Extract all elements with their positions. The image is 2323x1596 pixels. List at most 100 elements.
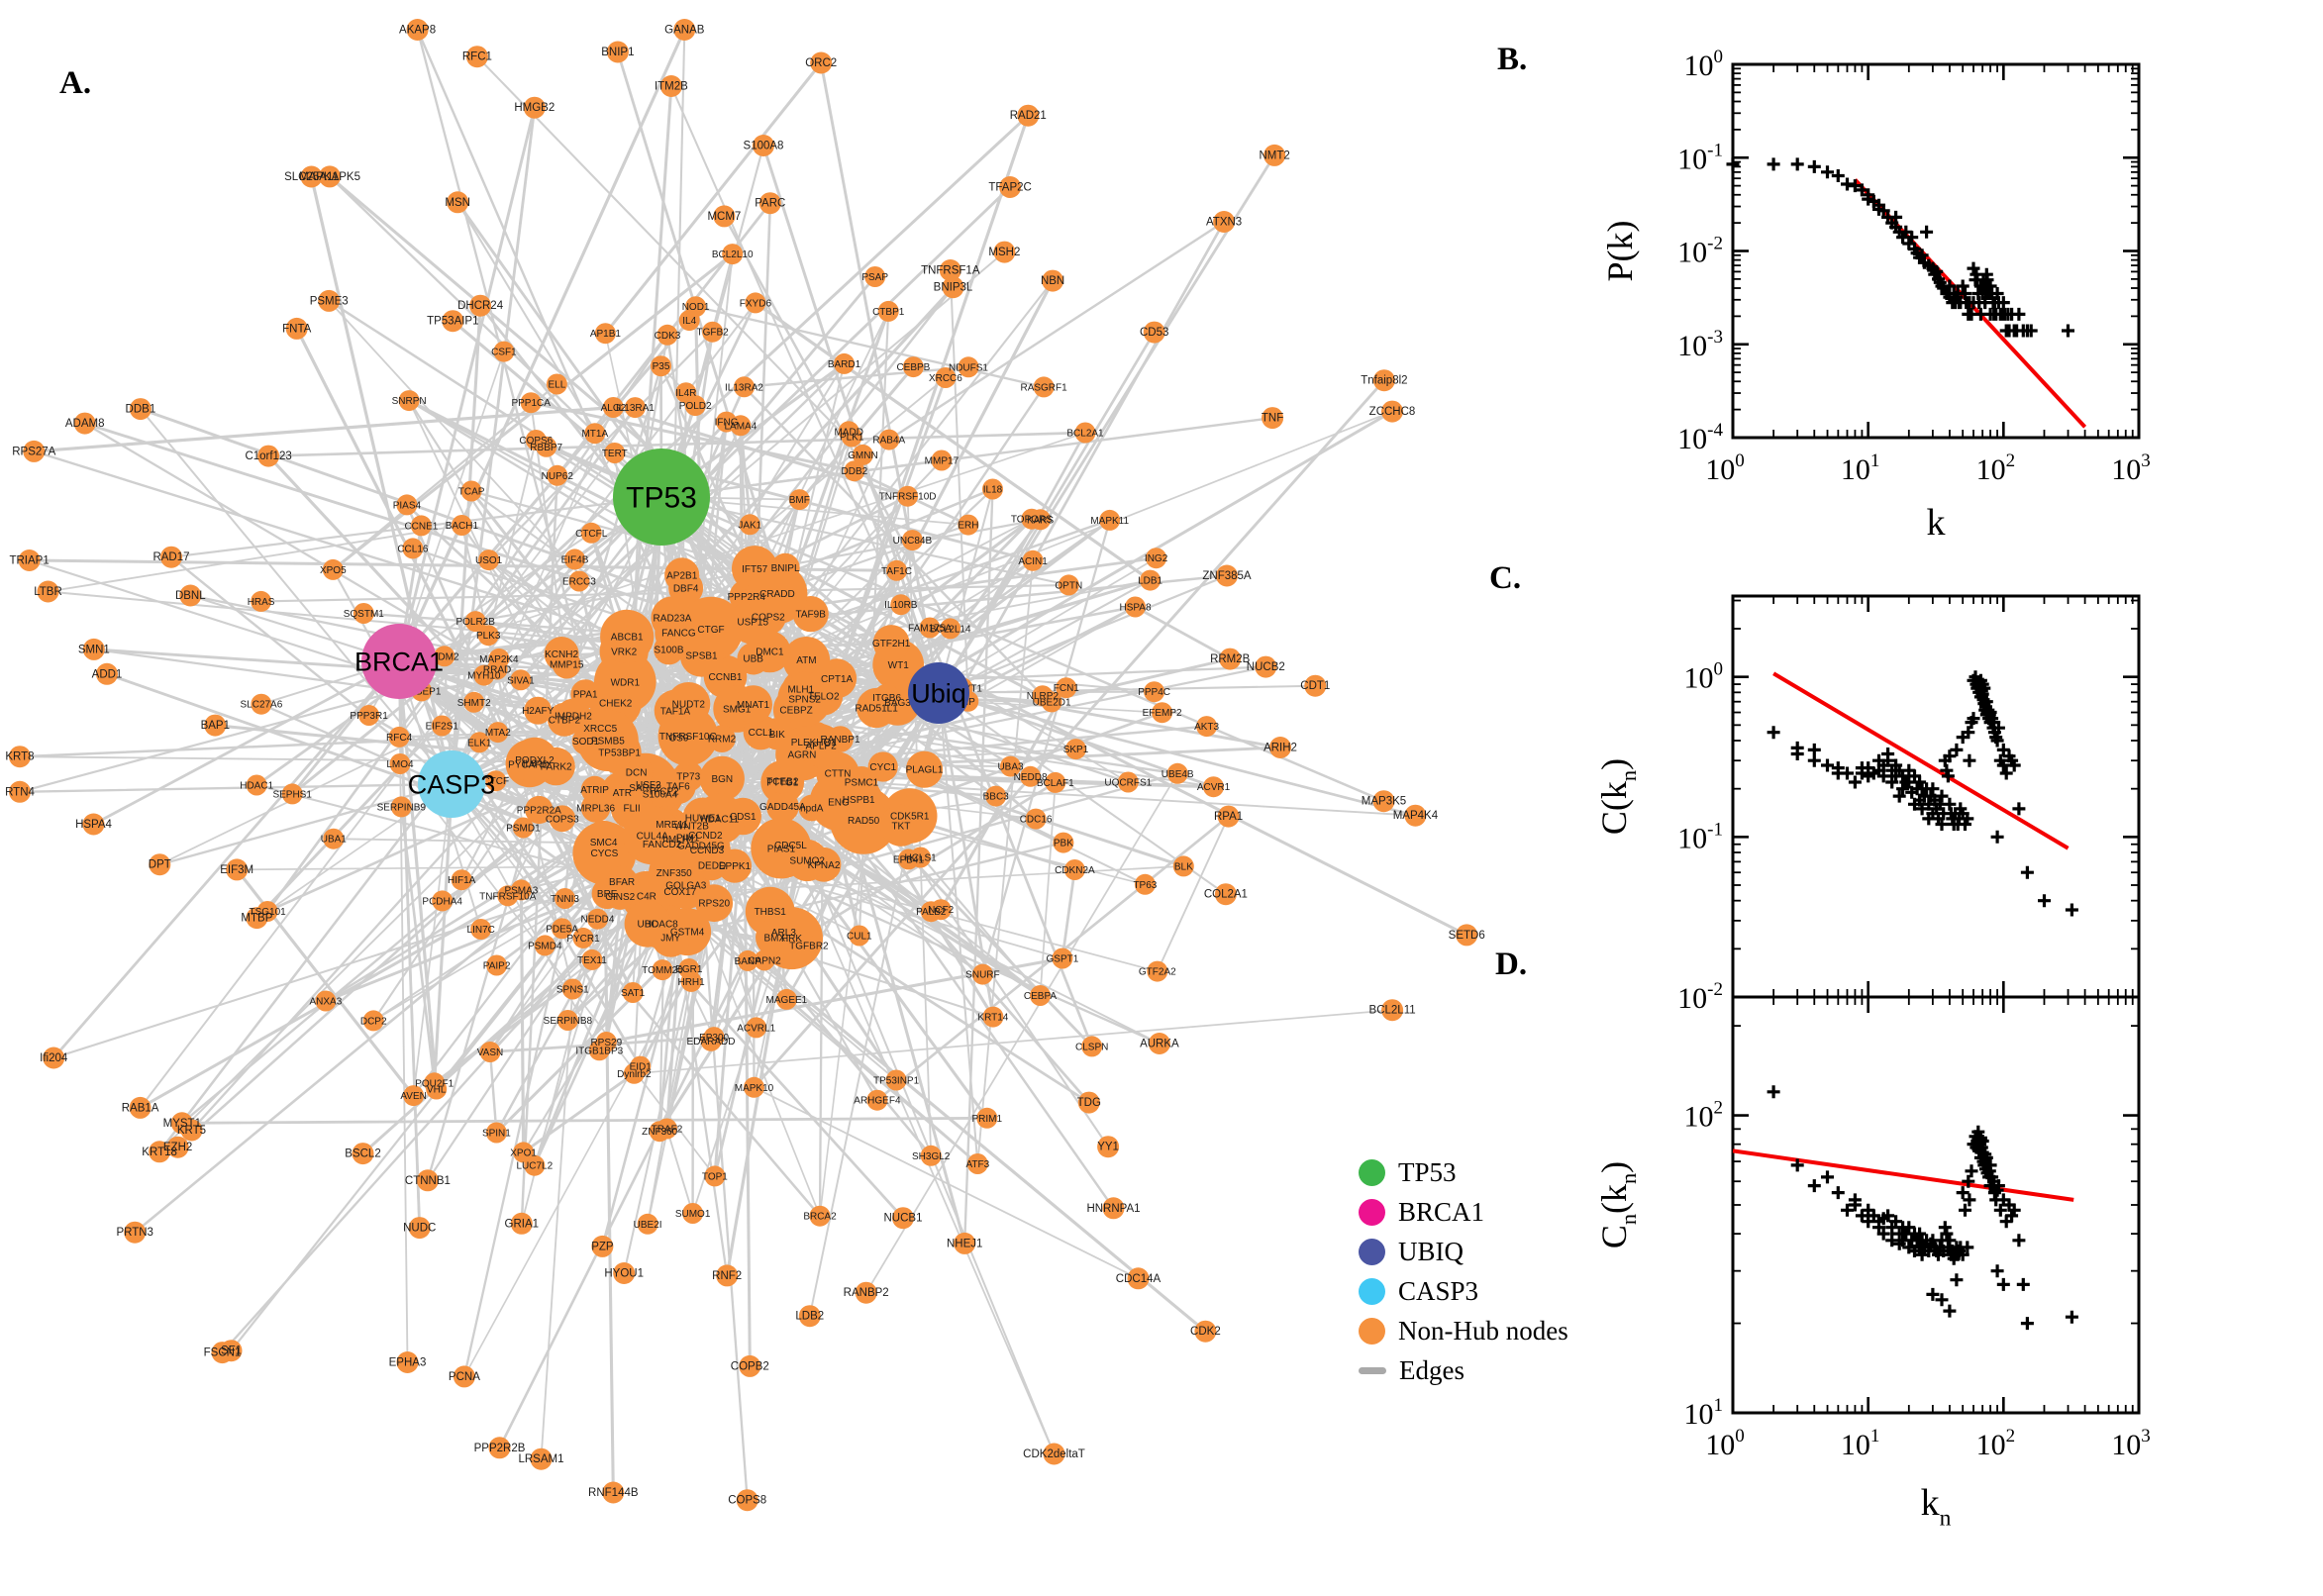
gene-label: TKT: [891, 821, 910, 832]
gene-label: PIAS4: [393, 500, 422, 511]
gene-node: [834, 352, 855, 374]
gene-node: [1213, 211, 1236, 233]
legend-dot-swatch: [1359, 1278, 1385, 1305]
gene-label: BCL2L10: [712, 249, 754, 260]
gene-label: IFT57: [742, 564, 768, 575]
gene-label: FSCN1: [204, 1347, 242, 1359]
gene-label: HSPB1: [843, 795, 875, 806]
gene-node: [971, 963, 993, 985]
gene-label: CPT1A: [821, 674, 854, 685]
gene-node: [561, 978, 583, 1000]
gene-label: GTF2H1: [872, 639, 911, 649]
gene-label: PALB2: [916, 907, 947, 918]
gene-node: [1097, 1136, 1120, 1158]
gene-node: [485, 1122, 507, 1144]
gene-label: CYCS: [591, 848, 619, 859]
edge: [976, 559, 1035, 1165]
gene-label: FCN1: [1054, 683, 1080, 694]
gene-label: TELO2: [808, 692, 840, 703]
gene-label: EIF3M: [220, 864, 253, 876]
gene-label: EPHA3: [389, 1357, 427, 1369]
gene-node: [704, 1165, 726, 1187]
gene-label: RAD21: [1010, 110, 1047, 122]
legend-item-label: Non-Hub nodes: [1398, 1316, 1568, 1346]
gene-label: S100A4: [643, 790, 678, 801]
gene-label: C1orf123: [245, 450, 291, 462]
hub-node-casp3: [418, 750, 485, 818]
gene-label: BIK: [769, 730, 785, 741]
chart-panel-C: 100 10-1 10-2 C(kn): [1594, 594, 2141, 1015]
gene-label: ATF3: [965, 1159, 989, 1170]
gene-node: [1166, 762, 1188, 784]
gene-node: [747, 563, 808, 625]
gene-label: IMPDH2: [555, 712, 592, 723]
gene-label: KPNA2: [808, 860, 841, 871]
gene-node: [993, 241, 1016, 263]
gene-node: [1216, 564, 1238, 587]
gene-label: S100A8: [744, 141, 784, 152]
edge: [789, 844, 1056, 1455]
gene-node: [124, 1221, 147, 1244]
edge: [694, 305, 1046, 389]
gene-node: [1147, 960, 1168, 982]
tick-label: 103: [2111, 1426, 2151, 1461]
edge: [451, 783, 601, 1051]
gene-label: P35: [653, 361, 670, 372]
gene-label: TCEB2: [766, 776, 799, 787]
gene-node: [736, 1489, 758, 1512]
gene-node: [552, 649, 581, 679]
edge: [266, 783, 453, 913]
gene-label: CUL1: [847, 932, 872, 943]
gene-label: PCNA: [449, 1371, 480, 1383]
gene-node: [468, 732, 490, 753]
gene-label: PPA1: [573, 690, 598, 701]
gene-label: LIN7C: [467, 925, 495, 936]
gene-label: WDR1: [611, 677, 641, 688]
gene-node: [398, 390, 420, 412]
gene-label: PARK2: [541, 762, 572, 773]
edge: [328, 174, 941, 695]
gene-node: [695, 884, 734, 923]
edge: [522, 1071, 636, 1154]
gene-label: COPB2: [731, 1360, 769, 1372]
gene-node: [664, 557, 700, 593]
legend-dot-swatch: [1359, 1239, 1385, 1265]
panel-label-b: B.: [1497, 42, 1528, 77]
gene-label: TERT: [602, 449, 628, 459]
edge: [18, 782, 454, 793]
gene-label: DBNL: [175, 590, 206, 602]
edge: [937, 153, 1276, 695]
gene-label: XRCC5: [583, 724, 617, 735]
gene-node: [512, 737, 557, 783]
gene-label: TGFBR2: [789, 942, 829, 952]
gene-node: [885, 1069, 907, 1091]
gene-label: BRE: [597, 889, 618, 900]
gene-label: CRADD: [759, 589, 795, 600]
gene-label: BAP1: [201, 720, 230, 732]
gene-node: [512, 817, 534, 839]
gene-node: [966, 1153, 988, 1174]
hub-label-brca1: BRCA1: [354, 647, 444, 676]
network-nodes: [9, 19, 1478, 1512]
gene-node: [434, 646, 455, 667]
edge: [540, 988, 574, 1460]
gene-node: [1053, 832, 1074, 853]
gene-label: IL18: [983, 485, 1003, 496]
gene-label: ADAM8: [65, 418, 105, 430]
gene-label: MTBP: [241, 913, 272, 925]
hub-label-casp3: CASP3: [408, 769, 496, 799]
gene-label: BAG3: [884, 698, 911, 709]
gene-label: BBC3: [983, 792, 1010, 803]
gene-label: CCND2: [688, 831, 723, 842]
gene-label: SNURF: [965, 970, 999, 981]
gene-label: HDAC11: [700, 815, 739, 826]
legend-item-label: BRCA1: [1398, 1197, 1485, 1227]
gene-label: UNC84B: [893, 536, 933, 547]
gene-label: ERH: [958, 521, 978, 532]
gene-node: [1143, 321, 1165, 344]
gene-node: [424, 1072, 446, 1094]
gene-label: RNF144B: [588, 1487, 639, 1499]
gene-node: [892, 1207, 914, 1230]
gene-label: PSMA3: [504, 885, 538, 896]
